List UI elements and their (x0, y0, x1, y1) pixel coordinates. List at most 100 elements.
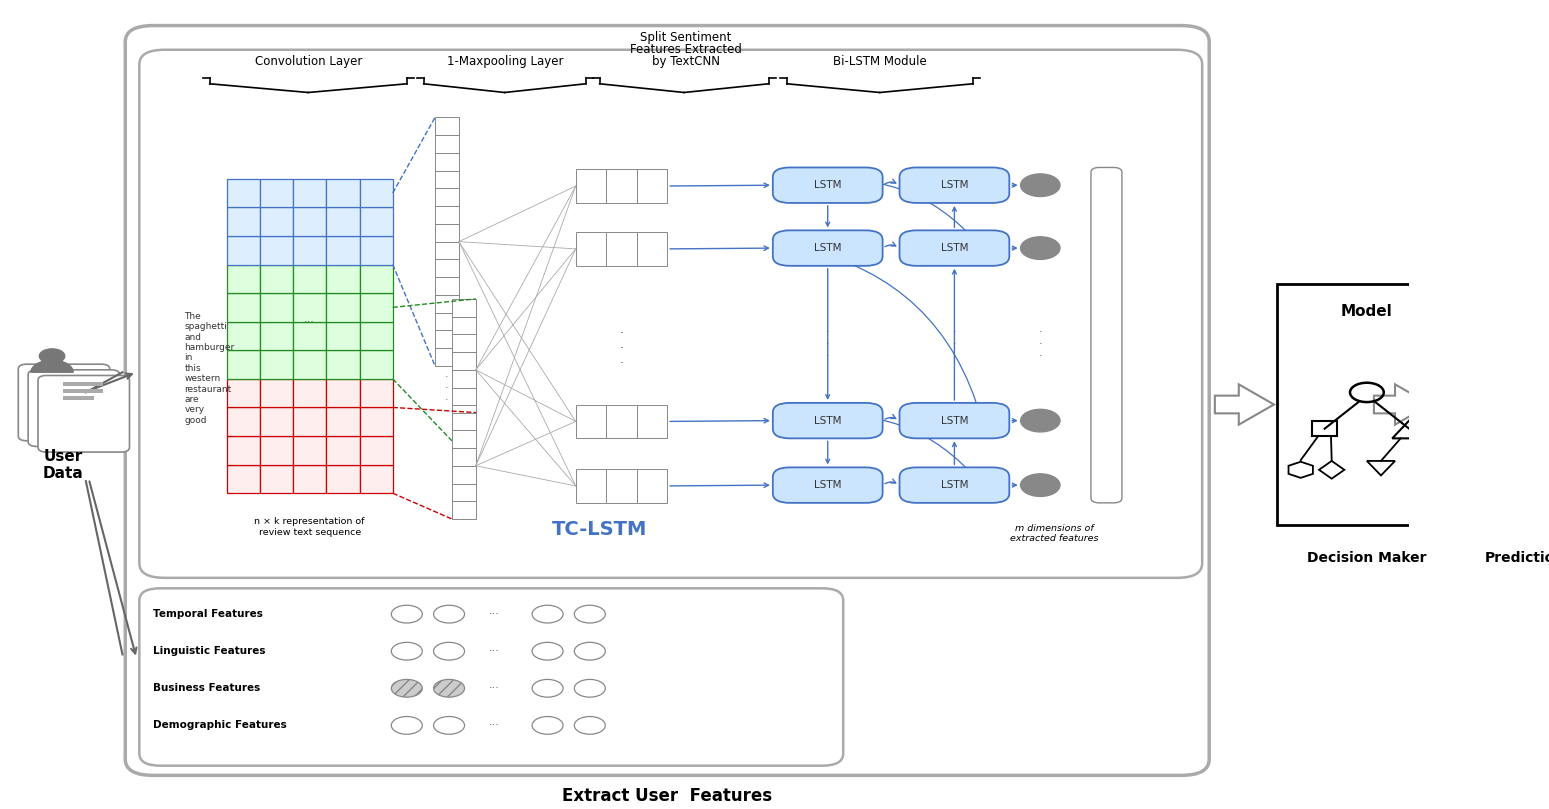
Text: ···: ··· (304, 316, 314, 327)
Text: Demographic Features: Demographic Features (153, 720, 287, 731)
Bar (576, 232, 606, 266)
Bar (293, 207, 327, 236)
Bar (226, 236, 260, 265)
Bar (452, 352, 476, 370)
Text: User
Data: User Data (43, 449, 84, 481)
Bar (226, 464, 260, 493)
Bar (327, 464, 359, 493)
Bar (260, 350, 293, 379)
Circle shape (434, 605, 465, 623)
Text: TC-LSTM: TC-LSTM (551, 520, 647, 539)
Bar (64, 389, 102, 393)
Text: ·
·
·: · · · (620, 327, 624, 370)
Bar (1529, 417, 1549, 449)
Text: LSTM: LSTM (940, 480, 968, 490)
Bar (637, 404, 668, 438)
Text: ···: ··· (488, 646, 499, 656)
Circle shape (434, 717, 465, 735)
FancyBboxPatch shape (773, 231, 883, 266)
Wedge shape (1487, 413, 1527, 425)
Circle shape (533, 605, 564, 623)
Bar (293, 350, 327, 379)
Bar (1276, 284, 1458, 525)
Bar (452, 413, 476, 430)
Circle shape (575, 605, 606, 623)
Bar (359, 179, 393, 207)
FancyBboxPatch shape (900, 167, 1010, 203)
Bar (435, 277, 459, 294)
Text: Split Sentiment: Split Sentiment (640, 32, 731, 44)
Bar (293, 379, 327, 408)
Bar (452, 430, 476, 448)
Text: Features Extracted: Features Extracted (629, 43, 742, 57)
Bar (606, 169, 637, 203)
Bar (452, 334, 476, 352)
Bar (1312, 421, 1337, 436)
Text: LSTM: LSTM (940, 416, 968, 426)
Text: ·
·
·: · · · (826, 328, 830, 361)
Bar (435, 206, 459, 224)
Text: LSTM: LSTM (813, 416, 841, 426)
Bar (452, 502, 476, 519)
Bar (452, 370, 476, 388)
Bar (293, 293, 327, 322)
Circle shape (1021, 174, 1060, 197)
Bar (1516, 449, 1549, 465)
Bar (327, 379, 359, 408)
Text: 1-Maxpooling Layer: 1-Maxpooling Layer (448, 55, 564, 68)
Bar (435, 188, 459, 206)
Bar (327, 350, 359, 379)
Bar (226, 408, 260, 436)
Bar (1451, 379, 1487, 392)
Bar (606, 404, 637, 438)
Bar (260, 379, 293, 408)
FancyBboxPatch shape (773, 403, 883, 438)
Bar (226, 350, 260, 379)
Bar (226, 379, 260, 408)
Bar (637, 169, 668, 203)
Bar (452, 448, 476, 466)
FancyBboxPatch shape (900, 403, 1010, 438)
FancyBboxPatch shape (19, 364, 110, 441)
Bar (260, 464, 293, 493)
Bar (293, 265, 327, 293)
Bar (64, 396, 94, 400)
Bar (576, 469, 606, 503)
Bar (359, 207, 393, 236)
Text: ·
·
·: · · · (445, 372, 449, 405)
Text: LSTM: LSTM (813, 243, 841, 253)
Text: Extract User  Features: Extract User Features (562, 786, 773, 804)
Bar (293, 322, 327, 350)
Bar (260, 179, 293, 207)
Circle shape (392, 680, 423, 697)
Bar (260, 265, 293, 293)
Circle shape (533, 680, 564, 697)
Bar (226, 322, 260, 350)
Bar (260, 236, 293, 265)
Text: m dimensions of
extracted features: m dimensions of extracted features (1010, 523, 1098, 543)
Bar (359, 436, 393, 464)
Bar (293, 436, 327, 464)
Bar (293, 236, 327, 265)
Text: n × k representation of
review text sequence: n × k representation of review text sequ… (254, 518, 366, 536)
Bar (606, 232, 637, 266)
Bar (260, 207, 293, 236)
Bar (452, 388, 476, 405)
Text: LSTM: LSTM (813, 180, 841, 190)
Text: by TextCNN: by TextCNN (652, 55, 720, 68)
Circle shape (392, 717, 423, 735)
Bar (435, 135, 459, 153)
Bar (452, 405, 476, 423)
Text: LSTM: LSTM (940, 180, 968, 190)
Bar (452, 484, 476, 502)
Text: ·
·
·: · · · (1038, 328, 1042, 361)
Bar (435, 348, 459, 366)
Bar (576, 169, 606, 203)
Bar (452, 316, 476, 334)
Text: Linguistic Features: Linguistic Features (153, 646, 266, 656)
FancyBboxPatch shape (28, 370, 119, 447)
Circle shape (1524, 396, 1549, 417)
Bar (435, 117, 459, 135)
Bar (327, 322, 359, 350)
Bar (327, 236, 359, 265)
